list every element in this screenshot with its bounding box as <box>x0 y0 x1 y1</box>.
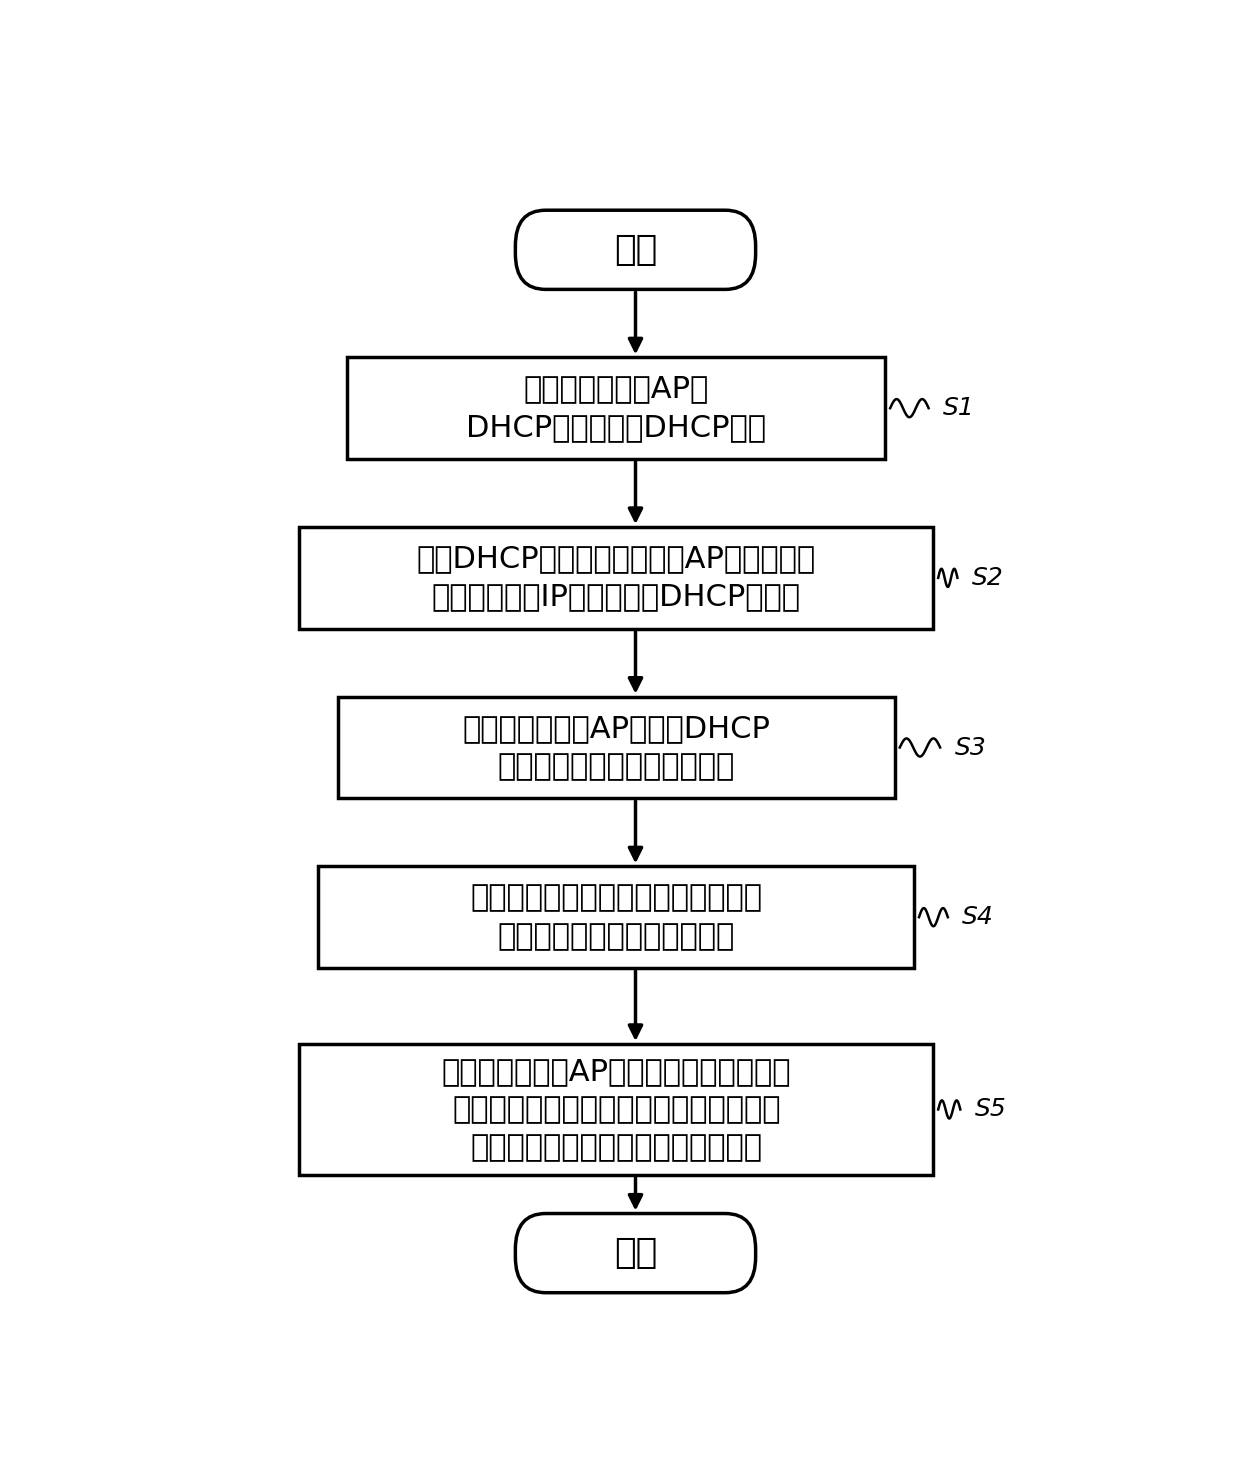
FancyBboxPatch shape <box>347 357 885 458</box>
FancyBboxPatch shape <box>299 1044 934 1175</box>
Text: 开始: 开始 <box>614 232 657 267</box>
Text: 每个待接入的瑪AP向
DHCP服务器发送DHCP请求: 每个待接入的瑪AP向 DHCP服务器发送DHCP请求 <box>466 375 766 442</box>
Text: 所述待接入的瑪AP向所有DHCP
响应中的业务板发起连接请求: 所述待接入的瑪AP向所有DHCP 响应中的业务板发起连接请求 <box>463 714 770 782</box>
FancyBboxPatch shape <box>319 867 914 968</box>
Text: S4: S4 <box>962 905 994 930</box>
Text: S3: S3 <box>955 736 986 759</box>
Text: 每个业务板收到连接请求后将优先级
和负载信息放入连接响应报文: 每个业务板收到连接请求后将优先级 和负载信息放入连接响应报文 <box>470 883 763 950</box>
Text: 所述DHCP服务器将所有与瑪AP相连的业务
板的网络端口IP地址均放入DHCP响应中: 所述DHCP服务器将所有与瑪AP相连的业务 板的网络端口IP地址均放入DHCP响… <box>417 544 816 611</box>
Text: 所述待接入的瑪AP根据收到连接响应报文
中的优先级、负载信息以及收到连接响应
报文的时间顺序选择拟接入的业务板: 所述待接入的瑪AP根据收到连接响应报文 中的优先级、负载信息以及收到连接响应 报… <box>441 1056 791 1162</box>
Text: 结束: 结束 <box>614 1235 657 1271</box>
Text: S2: S2 <box>972 566 1003 591</box>
Text: S5: S5 <box>975 1097 1007 1121</box>
FancyBboxPatch shape <box>516 210 755 289</box>
FancyBboxPatch shape <box>299 527 934 629</box>
Text: S1: S1 <box>942 397 975 420</box>
FancyBboxPatch shape <box>337 696 895 799</box>
FancyBboxPatch shape <box>516 1213 755 1293</box>
